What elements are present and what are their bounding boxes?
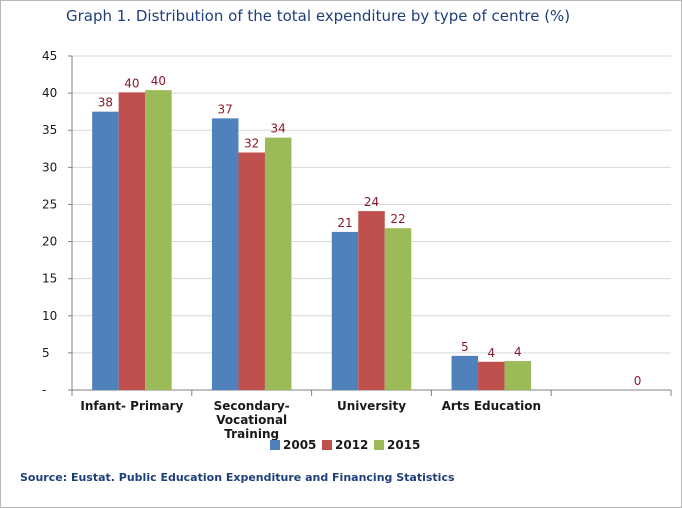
legend-swatch-2015 bbox=[374, 440, 384, 450]
y-tick-label: 15 bbox=[42, 272, 57, 286]
y-tick-label: 35 bbox=[42, 123, 57, 137]
legend-swatch-2005 bbox=[270, 440, 280, 450]
bar-2005 bbox=[331, 231, 359, 390]
y-tick-label: 40 bbox=[42, 86, 57, 100]
y-tick-label: 25 bbox=[42, 197, 57, 211]
data-label: 34 bbox=[271, 122, 286, 136]
bar-2005 bbox=[451, 355, 479, 390]
bar-2015 bbox=[384, 228, 412, 390]
data-label: 40 bbox=[151, 74, 166, 88]
data-label: 38 bbox=[98, 96, 113, 110]
y-tick-label: 5 bbox=[42, 346, 50, 360]
bar-2005 bbox=[211, 118, 239, 390]
legend-label-2015: 2015 bbox=[387, 438, 420, 452]
legend-label-2012: 2012 bbox=[335, 438, 368, 452]
data-label: 21 bbox=[337, 216, 352, 230]
data-label: 0 bbox=[634, 374, 642, 388]
legend-label-2005: 2005 bbox=[283, 438, 316, 452]
data-label: 37 bbox=[218, 102, 233, 116]
data-label: 40 bbox=[124, 76, 139, 90]
category-label: Infant- Primary bbox=[80, 399, 183, 413]
bar-2012 bbox=[238, 152, 265, 390]
bar-2012 bbox=[478, 361, 505, 390]
y-tick-label: 30 bbox=[42, 160, 57, 174]
y-tick-label: 10 bbox=[42, 309, 57, 323]
bar-2015 bbox=[504, 361, 532, 390]
source-note: Source: Eustat. Public Education Expendi… bbox=[20, 471, 455, 484]
data-label: 4 bbox=[514, 345, 522, 359]
data-label: 4 bbox=[487, 346, 495, 360]
chart-title: Graph 1. Distribution of the total expen… bbox=[66, 7, 571, 25]
bar-2005 bbox=[92, 111, 119, 391]
category-label: University bbox=[337, 399, 406, 413]
bar-2012 bbox=[118, 92, 146, 390]
data-label: 5 bbox=[461, 340, 469, 354]
bar-2012 bbox=[358, 211, 385, 390]
bar-2015 bbox=[145, 90, 172, 391]
category-label: Arts Education bbox=[442, 399, 541, 413]
y-tick-label: 20 bbox=[42, 235, 57, 249]
category-label: Secondary-Vocational Training bbox=[214, 399, 290, 441]
data-label: 24 bbox=[364, 195, 379, 209]
y-tick-label: - bbox=[42, 383, 46, 397]
y-tick-label: 45 bbox=[42, 49, 57, 63]
bar-2015 bbox=[264, 137, 292, 390]
legend-swatch-2012 bbox=[322, 440, 332, 450]
data-label: 32 bbox=[244, 136, 259, 150]
data-label: 22 bbox=[390, 212, 405, 226]
